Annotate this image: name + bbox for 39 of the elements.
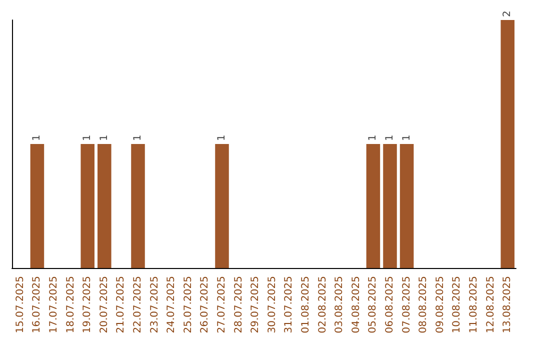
x-tick-label: 20.07.2025	[98, 276, 110, 334]
x-tick-label: 29.07.2025	[250, 276, 262, 334]
x-tick-label: 21.07.2025	[116, 276, 127, 334]
data-label: 1	[98, 134, 110, 141]
data-label: 1	[368, 134, 379, 141]
x-tick-label: 22.07.2025	[132, 276, 144, 334]
x-tick-label: 23.07.2025	[149, 276, 160, 334]
x-tick-label: 13.08.2025	[502, 276, 514, 334]
x-tick-label: 03.08.2025	[334, 276, 346, 334]
x-tick-label: 08.08.2025	[418, 276, 430, 334]
x-tick-label: 18.07.2025	[65, 276, 76, 334]
x-tick-label: 06.08.2025	[384, 276, 396, 334]
x-tick-label: 05.08.2025	[368, 276, 379, 334]
x-tick-label: 26.07.2025	[200, 276, 211, 334]
x-tick-label: 04.08.2025	[350, 276, 362, 334]
x-tick-label: 11.08.2025	[468, 276, 480, 334]
x-tick-label: 12.08.2025	[485, 276, 496, 334]
x-tick-label: 17.07.2025	[48, 276, 60, 334]
x-tick-label: 15.07.2025	[14, 276, 26, 334]
x-tick-label: 02.08.2025	[317, 276, 328, 334]
data-label: 1	[216, 134, 228, 141]
data-label: 1	[82, 134, 94, 141]
data-label: 1	[32, 134, 43, 141]
x-tick-label: 10.08.2025	[452, 276, 463, 334]
data-label: 1	[401, 134, 412, 141]
x-tick-label: 27.07.2025	[216, 276, 228, 334]
x-tick-label: 01.08.2025	[300, 276, 312, 334]
x-tick-label: 07.08.2025	[401, 276, 412, 334]
x-tick-label: 25.07.2025	[182, 276, 194, 334]
x-tick-label: 31.07.2025	[284, 276, 295, 334]
x-tick-label: 19.07.2025	[82, 276, 94, 334]
x-tick-label: 30.07.2025	[266, 276, 278, 334]
x-tick-label: 24.07.2025	[166, 276, 178, 334]
data-label: 2	[502, 10, 514, 17]
data-label: 1	[132, 134, 144, 141]
data-label: 1	[384, 134, 396, 141]
x-tick-label: 09.08.2025	[434, 276, 446, 334]
x-tick-label: 16.07.2025	[32, 276, 43, 334]
x-tick-label: 28.07.2025	[233, 276, 244, 334]
